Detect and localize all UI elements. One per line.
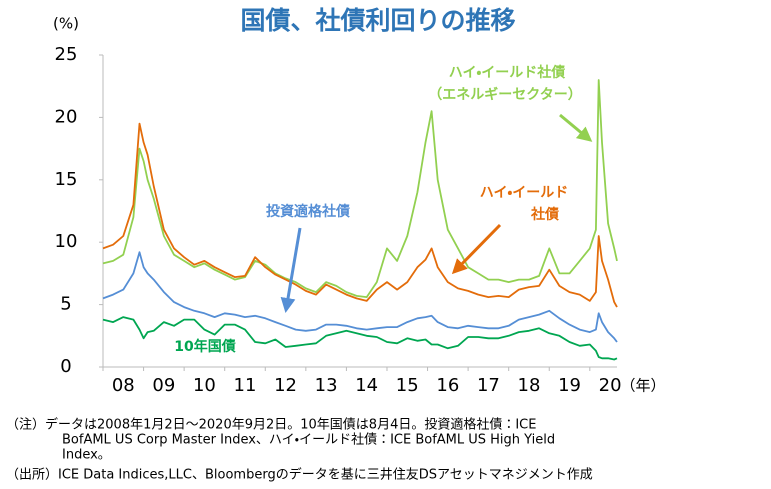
arrow: [280, 227, 302, 313]
x-tick-label: 14: [355, 375, 378, 396]
x-tick-label: 18: [518, 375, 541, 396]
y-tick-label: 25: [55, 44, 78, 65]
x-unit: （年）: [620, 377, 665, 395]
y-tick-label: 15: [55, 169, 78, 190]
note: BofAML US Corp Master Index、ハイ・イールド社債：IC…: [62, 433, 555, 448]
y-tick-label: 0: [60, 356, 71, 377]
y-tick-label: 10: [55, 231, 78, 252]
series-line: [102, 251, 618, 343]
chart-title: 国債、社債利回りの推移: [240, 6, 515, 35]
arrow: [559, 113, 593, 142]
note: （出所）ICE Data Indices,LLC、Bloombergのデータを基…: [6, 467, 593, 483]
x-tick-label: 16: [436, 375, 459, 396]
x-tick-label: 19: [558, 375, 581, 396]
annotation: 投資適格社債: [266, 203, 350, 220]
x-tick-label: 13: [315, 375, 338, 396]
x-tick-label: 20: [599, 375, 622, 396]
notes: （注）データは2008年1月2日～2020年9月2日。10年国債は8月4日。投資…: [6, 417, 593, 483]
note: （注）データは2008年1月2日～2020年9月2日。10年国債は8月4日。投資…: [6, 417, 536, 433]
x-tick-label: 09: [152, 375, 175, 396]
plot: 0 5 10 15 20 25 08 09 10 11 12 13 14 15 16 17 18 19 20: [55, 44, 622, 396]
x-tick-label: 11: [234, 375, 257, 396]
y-unit: (%): [53, 15, 79, 33]
annotation: ハイ・イールド社債: [449, 64, 565, 81]
annotation: （エネルギーセクター）: [428, 86, 581, 103]
annotations: ハイ・イールド社債 （エネルギーセクター） ハイ・イールド 社債 投資適格社債 …: [174, 64, 593, 355]
x-tick-label: 10: [193, 375, 216, 396]
y-tick-label: 5: [60, 294, 71, 315]
y-tick-label: 20: [55, 106, 78, 127]
annotation: ハイ・イールド: [480, 185, 568, 201]
series-line: [102, 79, 618, 298]
annotation: 社債: [530, 206, 559, 223]
note: Index。: [62, 448, 111, 463]
arrow: [451, 223, 502, 275]
series-line: [102, 316, 618, 361]
x-tick-label: 15: [396, 375, 419, 396]
annotation: 10年国債: [174, 338, 235, 355]
x-tick-label: 12: [274, 375, 297, 396]
series-line: [102, 122, 618, 308]
x-tick-label: 08: [112, 375, 135, 396]
x-tick-label: 17: [477, 375, 500, 396]
